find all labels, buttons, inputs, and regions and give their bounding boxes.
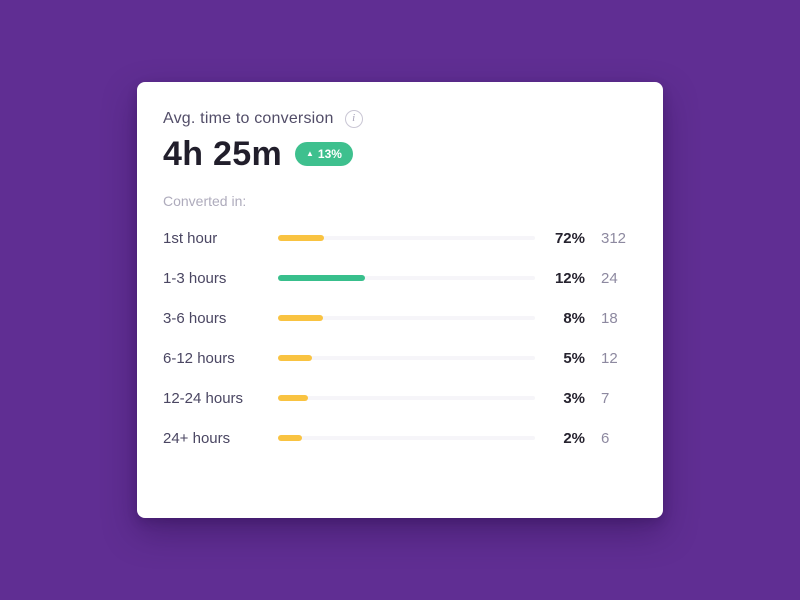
row-bar-track: [278, 275, 535, 281]
row-bar-fill: [278, 235, 325, 241]
metric-row: 4h 25m ▲ 13%: [163, 134, 637, 174]
table-row: 1-3 hours 12% 24: [163, 258, 637, 298]
row-count: 24: [601, 269, 618, 287]
section-label: Converted in:: [163, 193, 247, 209]
row-count: 12: [601, 349, 618, 367]
row-bar-track: [278, 355, 535, 361]
row-label: 1-3 hours: [163, 269, 227, 287]
row-count: 7: [601, 389, 610, 407]
info-icon[interactable]: i: [344, 110, 363, 128]
row-percent: 2%: [563, 429, 585, 447]
row-bar-fill: [278, 315, 323, 321]
row-bar-fill: [278, 355, 312, 361]
row-bar-fill: [278, 275, 366, 281]
row-bar-track: [278, 435, 535, 441]
row-percent: 3%: [563, 389, 585, 407]
table-row: 6-12 hours 5% 12: [163, 338, 637, 378]
table-row: 12-24 hours 3% 7: [163, 378, 637, 418]
trend-up-icon: ▲: [305, 149, 314, 158]
row-bar-fill: [278, 435, 303, 441]
row-label: 12-24 hours: [163, 389, 244, 407]
table-row: 3-6 hours 8% 18: [163, 298, 637, 338]
table-row: 24+ hours 2% 6: [163, 418, 637, 458]
row-label: 24+ hours: [163, 429, 231, 447]
row-bar-track: [278, 395, 535, 401]
card-header: Avg. time to conversion i: [163, 110, 637, 128]
row-percent: 8%: [563, 309, 585, 327]
row-percent: 5%: [563, 349, 585, 367]
row-bar-track: [278, 315, 535, 321]
row-label: 6-12 hours: [163, 349, 235, 367]
row-percent: 72%: [554, 229, 585, 247]
trend-badge-label: 13%: [317, 147, 342, 161]
row-count: 312: [601, 229, 627, 247]
conversion-stats-card: Avg. time to conversion i 4h 25m ▲ 13% C…: [137, 82, 663, 518]
row-bar-fill: [278, 395, 309, 401]
card-title: Avg. time to conversion: [163, 110, 334, 127]
row-count: 6: [601, 429, 610, 447]
metric-value: 4h 25m: [163, 135, 282, 173]
trend-badge: ▲ 13%: [294, 142, 353, 166]
row-label: 3-6 hours: [163, 309, 227, 327]
table-row: 1st hour 72% 312: [163, 218, 637, 258]
row-count: 18: [601, 309, 618, 327]
row-percent: 12%: [554, 269, 585, 287]
row-bar-track: [278, 235, 535, 241]
conversion-rows: 1st hour 72% 312 1-3 hours 12% 24 3-6 ho…: [163, 218, 637, 458]
row-label: 1st hour: [163, 229, 218, 247]
